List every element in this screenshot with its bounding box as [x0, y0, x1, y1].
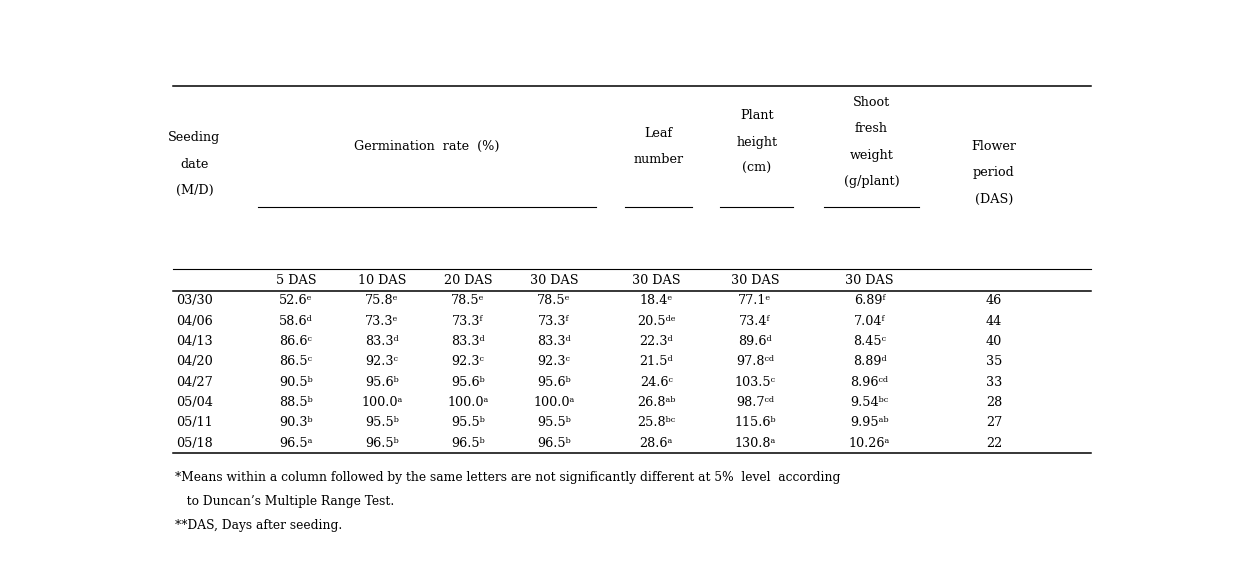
Text: 73.4ᶠ: 73.4ᶠ	[739, 315, 770, 328]
Text: (cm): (cm)	[742, 162, 771, 175]
Text: 9.54ᵇᶜ: 9.54ᵇᶜ	[850, 396, 888, 409]
Text: 83.3ᵈ: 83.3ᵈ	[452, 335, 485, 348]
Text: 04/20: 04/20	[176, 355, 212, 368]
Text: 96.5ᵃ: 96.5ᵃ	[279, 437, 312, 449]
Text: 130.8ᵃ: 130.8ᵃ	[734, 437, 775, 449]
Text: 96.5ᵇ: 96.5ᵇ	[365, 437, 399, 449]
Text: *Means within a column followed by the same letters are not significantly differ: *Means within a column followed by the s…	[175, 471, 840, 484]
Text: 115.6ᵇ: 115.6ᵇ	[734, 416, 776, 429]
Text: 05/04: 05/04	[176, 396, 212, 409]
Text: 30 DAS: 30 DAS	[731, 274, 779, 287]
Text: 100.0ᵃ: 100.0ᵃ	[362, 396, 402, 409]
Text: 35: 35	[986, 355, 1002, 368]
Text: 28: 28	[986, 396, 1002, 409]
Text: 8.45ᶜ: 8.45ᶜ	[853, 335, 886, 348]
Text: 20.5ᵈᵉ: 20.5ᵈᵉ	[637, 315, 676, 328]
Text: 10.26ᵃ: 10.26ᵃ	[849, 437, 890, 449]
Text: 78.5ᵉ: 78.5ᵉ	[537, 294, 571, 307]
Text: 21.5ᵈ: 21.5ᵈ	[639, 355, 673, 368]
Text: 97.8ᶜᵈ: 97.8ᶜᵈ	[735, 355, 774, 368]
Text: 04/27: 04/27	[176, 376, 212, 388]
Text: 90.5ᵇ: 90.5ᵇ	[279, 376, 312, 388]
Text: 75.8ᵉ: 75.8ᵉ	[365, 294, 399, 307]
Text: Shoot: Shoot	[853, 96, 890, 109]
Text: 30 DAS: 30 DAS	[529, 274, 579, 287]
Text: 28.6ᵃ: 28.6ᵃ	[639, 437, 673, 449]
Text: 95.5ᵇ: 95.5ᵇ	[450, 416, 485, 429]
Text: 8.96ᶜᵈ: 8.96ᶜᵈ	[850, 376, 888, 388]
Text: 22: 22	[986, 437, 1002, 449]
Text: 95.6ᵇ: 95.6ᵇ	[537, 376, 571, 388]
Text: Flower: Flower	[971, 140, 1017, 153]
Text: 103.5ᶜ: 103.5ᶜ	[734, 376, 775, 388]
Text: 95.6ᵇ: 95.6ᵇ	[452, 376, 485, 388]
Text: 86.6ᶜ: 86.6ᶜ	[279, 335, 312, 348]
Text: 92.3ᶜ: 92.3ᶜ	[452, 355, 485, 368]
Text: 33: 33	[986, 376, 1002, 388]
Text: 18.4ᵉ: 18.4ᵉ	[639, 294, 673, 307]
Text: number: number	[633, 153, 684, 166]
Text: 22.3ᵈ: 22.3ᵈ	[639, 335, 673, 348]
Text: 27: 27	[986, 416, 1002, 429]
Text: 05/11: 05/11	[176, 416, 212, 429]
Text: 04/06: 04/06	[176, 315, 212, 328]
Text: 7.04ᶠ: 7.04ᶠ	[854, 315, 885, 328]
Text: 100.0ᵃ: 100.0ᵃ	[533, 396, 575, 409]
Text: 05/18: 05/18	[176, 437, 212, 449]
Text: (g/plant): (g/plant)	[844, 175, 900, 188]
Text: 86.5ᶜ: 86.5ᶜ	[279, 355, 312, 368]
Text: 96.5ᵇ: 96.5ᵇ	[537, 437, 571, 449]
Text: 20 DAS: 20 DAS	[444, 274, 492, 287]
Text: 95.6ᵇ: 95.6ᵇ	[365, 376, 399, 388]
Text: 30 DAS: 30 DAS	[845, 274, 893, 287]
Text: date: date	[180, 158, 209, 171]
Text: 24.6ᶜ: 24.6ᶜ	[640, 376, 673, 388]
Text: 73.3ᵉ: 73.3ᵉ	[365, 315, 399, 328]
Text: Seeding: Seeding	[168, 131, 221, 144]
Text: Germination  rate  (%): Germination rate (%)	[354, 140, 500, 153]
Text: 8.89ᵈ: 8.89ᵈ	[853, 355, 886, 368]
Text: (M/D): (M/D)	[175, 184, 213, 197]
Text: 83.3ᵈ: 83.3ᵈ	[365, 335, 399, 348]
Text: 98.7ᶜᵈ: 98.7ᶜᵈ	[735, 396, 774, 409]
Text: 73.3ᶠ: 73.3ᶠ	[538, 315, 570, 328]
Text: 26.8ᵃᵇ: 26.8ᵃᵇ	[637, 396, 675, 409]
Text: 04/13: 04/13	[176, 335, 212, 348]
Text: period: period	[974, 166, 1014, 179]
Text: 77.1ᵉ: 77.1ᵉ	[738, 294, 771, 307]
Text: 90.3ᵇ: 90.3ᵇ	[279, 416, 312, 429]
Text: 9.95ᵃᵇ: 9.95ᵃᵇ	[850, 416, 888, 429]
Text: 88.5ᵇ: 88.5ᵇ	[279, 396, 312, 409]
Text: 10 DAS: 10 DAS	[358, 274, 406, 287]
Text: 46: 46	[986, 294, 1002, 307]
Text: weight: weight	[849, 149, 893, 162]
Text: Leaf: Leaf	[644, 127, 673, 140]
Text: 44: 44	[986, 315, 1002, 328]
Text: 95.5ᵇ: 95.5ᵇ	[365, 416, 399, 429]
Text: 100.0ᵃ: 100.0ᵃ	[447, 396, 489, 409]
Text: 89.6ᵈ: 89.6ᵈ	[738, 335, 771, 348]
Text: 96.5ᵇ: 96.5ᵇ	[452, 437, 485, 449]
Text: 83.3ᵈ: 83.3ᵈ	[537, 335, 571, 348]
Text: height: height	[737, 136, 777, 148]
Text: 92.3ᶜ: 92.3ᶜ	[538, 355, 570, 368]
Text: 5 DAS: 5 DAS	[275, 274, 316, 287]
Text: 58.6ᵈ: 58.6ᵈ	[279, 315, 312, 328]
Text: to Duncan’s Multiple Range Test.: to Duncan’s Multiple Range Test.	[175, 495, 395, 508]
Text: (DAS): (DAS)	[975, 193, 1013, 206]
Text: 25.8ᵇᶜ: 25.8ᵇᶜ	[637, 416, 675, 429]
Text: 30 DAS: 30 DAS	[632, 274, 681, 287]
Text: Plant: Plant	[740, 109, 774, 122]
Text: 52.6ᵉ: 52.6ᵉ	[279, 294, 312, 307]
Text: fresh: fresh	[855, 122, 888, 135]
Text: 78.5ᵉ: 78.5ᵉ	[452, 294, 485, 307]
Text: **DAS, Days after seeding.: **DAS, Days after seeding.	[175, 519, 343, 532]
Text: 6.89ᶠ: 6.89ᶠ	[854, 294, 885, 307]
Text: 92.3ᶜ: 92.3ᶜ	[365, 355, 399, 368]
Text: 95.5ᵇ: 95.5ᵇ	[537, 416, 571, 429]
Text: 03/30: 03/30	[176, 294, 212, 307]
Text: 40: 40	[986, 335, 1002, 348]
Text: 73.3ᶠ: 73.3ᶠ	[452, 315, 484, 328]
